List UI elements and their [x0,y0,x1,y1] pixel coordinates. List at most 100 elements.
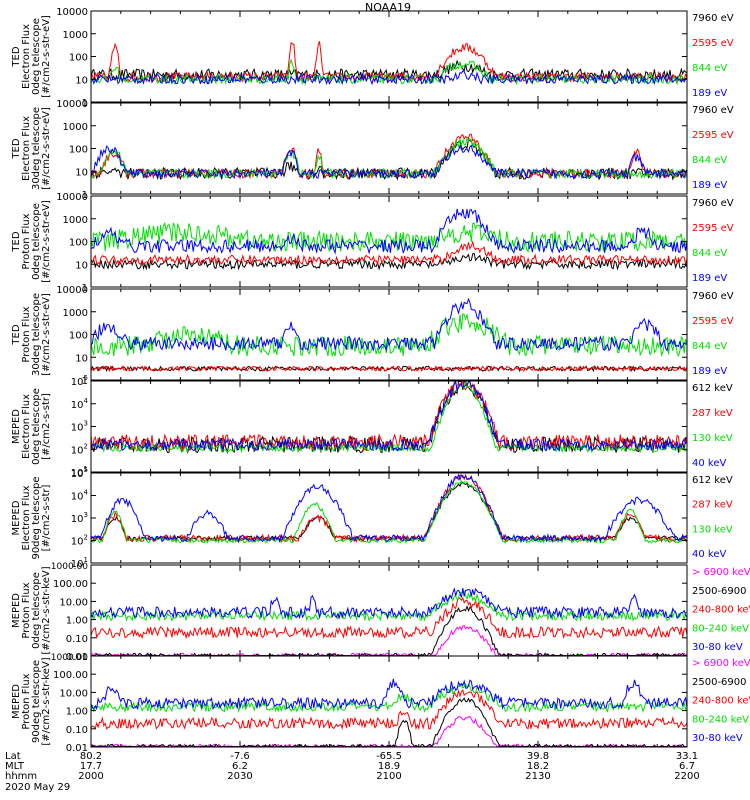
legend-entry: 844 eV [692,155,727,166]
y-tick-label: 0.01 [66,652,88,663]
y-axis-label: MEPEDElectron Flux90deg telescope[#/cm2-… [11,476,52,559]
y-axis-label: MEPEDProton Flux0deg telescope[#/cm2-s-s… [11,566,52,654]
series-line [90,144,688,180]
footer-hhmm-label: 2200 [674,771,699,782]
legend-entry: 240-800 keV [692,696,750,707]
panel-7: 0.01 0.10 1.00 10.00 100.00 1000.00MEPEDProto… [11,562,750,663]
legend-entry: 7960 eV [692,105,734,116]
footer-lat-label: -65.5 [376,751,402,762]
series-line [90,481,688,542]
legend-entry: 2595 eV [692,38,734,49]
panel-3: 1 10 100 1000 10000 TEDProton Flux0deg telesc… [11,192,734,294]
y-axis-label: TEDProton Flux30deg telescope[#/cm2-s-st… [11,293,52,376]
footer-axis: LatMLThhmm80.217.72000-7.66.22030-65.518… [5,751,700,793]
legend-entry: 2595 eV [692,130,734,141]
legend-entry: 40 keV [692,549,726,560]
series-line [90,473,688,544]
footer-hhmm-label: 2000 [78,771,103,782]
legend-entry: 189 eV [692,180,727,191]
legend-entry: 189 eV [692,273,727,284]
y-tick-label: 1000 [63,122,88,133]
panel-6: 101 102 103 104 105 MEPEDElectron Flux90deg t… [11,466,733,570]
y-tick-label: 100 [69,331,88,342]
y-tick-label: 10 [75,353,88,364]
panel-8: 0.01 0.10 1.00 10.00 100.00 1000.00MEPEDProto… [11,653,750,754]
y-tick-label: 100.00 [53,579,88,590]
y-tick-label: 10000 [56,192,88,203]
series-line [90,587,688,620]
y-tick-label: 104 [71,397,89,411]
legend-entry: 2595 eV [692,223,734,234]
y-tick-label: 102 [71,442,88,456]
y-tick-label: 10.00 [59,688,88,699]
legend-entry: 189 eV [692,366,727,377]
y-tick-label: 1 [82,376,88,387]
y-axis-label: TEDElectron Flux0deg telescope[#/cm2-s-s… [11,15,52,98]
series-line [90,682,688,714]
plot-frame [90,380,688,473]
y-tick-label: 0.10 [66,725,88,736]
series-line [90,208,688,255]
y-tick-label: 10 [75,260,88,271]
footer-hhmm-label: 2130 [525,771,550,782]
legend-entry: 844 eV [692,248,727,259]
series-line [90,364,688,373]
legend-entry: 80-240 keV [692,714,749,725]
footer-row-label: MLT [5,761,25,772]
series-line [90,252,688,271]
legend-entry: 80-240 keV [692,623,749,634]
y-tick-label: 103 [71,511,88,525]
y-axis-label: MEPEDElectron Flux0deg telescope[#/cm2-s… [11,388,52,465]
y-axis-label: MEPEDProton Flux90deg telescope[#/cm2-s-… [11,657,52,745]
y-tick-label: 1000 [63,30,88,41]
date-label: 2020 May 29 [5,782,70,793]
y-axis-label: TEDProton Flux0deg telescope[#/cm2-s-str… [11,200,52,283]
y-tick-label: 1 [82,98,88,109]
legend-entry: 130 keV [692,433,733,444]
series-line [90,240,688,267]
y-tick-label: 103 [71,420,88,434]
footer-lat-label: 39.8 [527,751,549,762]
y-tick-label: 105 [71,466,88,480]
y-tick-label: 10000 [56,7,88,18]
y-tick-label: 1.00 [66,707,88,718]
footer-row-label: hhmm [5,771,37,782]
footer-mlt-label: 6.2 [232,761,248,772]
legend-entry: 240-800 keV [692,605,750,616]
y-tick-label: 100 [69,145,88,156]
y-tick-label: 10000 [56,285,88,296]
legend-entry: 287 keV [692,500,733,511]
legend-entry: 612 keV [692,475,733,486]
legend-entry: > 6900 keV [692,658,750,669]
legend-entry: 7960 eV [692,198,734,209]
footer-lat-label: 80.2 [80,751,102,762]
legend-entry: 2500-6900 [692,677,747,688]
footer-mlt-label: 17.7 [80,761,102,772]
footer-mlt-label: 18.9 [378,761,400,772]
legend-entry: 287 keV [692,408,733,419]
footer-mlt-label: 6.7 [679,761,695,772]
legend-entry: 844 eV [692,341,727,352]
y-tick-label: 1000.00 [51,653,88,663]
legend-entry: 40 keV [692,458,726,469]
y-tick-label: 10 [75,75,88,86]
legend-entry: 130 keV [692,524,733,535]
series-line [90,688,688,731]
y-tick-label: 100 [69,53,88,64]
series-line [90,678,688,711]
series-line [90,221,688,253]
y-tick-label: 102 [71,534,88,548]
series-line [90,70,688,86]
y-tick-label: 10 [75,167,88,178]
panel-5: 101 102 103 104 105 MEPEDElectron Flux0deg te… [11,374,733,479]
legend-entry: 7960 eV [692,13,734,24]
y-tick-label: 1.00 [66,616,88,627]
legend-entry: 612 keV [692,383,733,394]
legend-entry: 2595 eV [692,316,734,327]
panel-2: 1 10 100 1000 10000 TEDElectron Flux30deg tel… [11,99,734,201]
series-line [90,313,688,358]
y-tick-label: 1000 [63,308,88,319]
legend-entry: 30-80 keV [692,642,743,653]
footer-lat-label: 33.1 [676,751,698,762]
